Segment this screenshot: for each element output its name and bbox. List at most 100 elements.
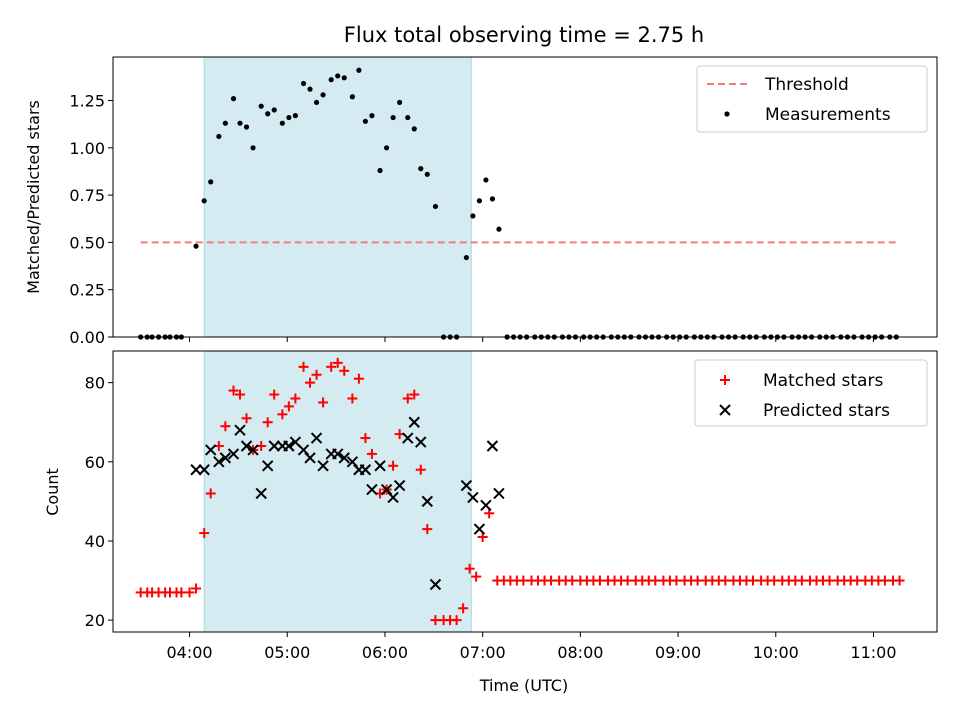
matched-point-39 bbox=[402, 393, 413, 404]
bottom-y-axis-label: Count bbox=[43, 468, 62, 516]
measurement-point-41 bbox=[424, 171, 430, 177]
matched-point-33 bbox=[360, 433, 371, 444]
matched-point-37 bbox=[388, 460, 399, 471]
measurement-point-16 bbox=[250, 145, 256, 151]
bottom-xtick-label-0: 04:00 bbox=[166, 643, 212, 662]
matched-point-25 bbox=[305, 377, 316, 388]
bottom-ytick-label-3: 80 bbox=[85, 374, 105, 393]
measurement-point-26 bbox=[320, 92, 326, 98]
predicted-point-37 bbox=[473, 523, 486, 535]
measurement-point-28 bbox=[335, 73, 341, 79]
matched-point-22 bbox=[283, 401, 294, 412]
matched-point-27 bbox=[318, 397, 329, 408]
matched-point-40 bbox=[409, 389, 420, 400]
top-legend-box bbox=[696, 65, 928, 133]
matched-point-46 bbox=[451, 615, 462, 626]
measurement-point-40 bbox=[418, 166, 424, 172]
bottom-panel: 20 40 60 80 04:00 05:00 06:00 07:00 08:00 09:00 1… bbox=[43, 350, 938, 695]
predicted-point-7 bbox=[240, 440, 253, 452]
bottom-shaded-span bbox=[203, 350, 472, 633]
bottom-ytick-label-0: 20 bbox=[85, 611, 105, 630]
bottom-xtick-label-6: 10:00 bbox=[753, 643, 799, 662]
chart-title: Flux total observing time = 2.75 h bbox=[344, 23, 704, 47]
predicted-point-36 bbox=[467, 491, 479, 504]
top-ytick-label-3: 0.75 bbox=[69, 186, 105, 205]
matched-point-8 bbox=[184, 587, 195, 598]
matched-point-30 bbox=[339, 365, 350, 376]
top-ytick-label-1: 0.25 bbox=[69, 281, 105, 300]
top-ytick-label-0: 0.00 bbox=[69, 328, 105, 347]
top-shaded-span bbox=[203, 56, 472, 338]
measurement-point-10 bbox=[208, 179, 214, 185]
predicted-point-32 bbox=[415, 436, 427, 448]
legend-measurements-label: Measurements bbox=[765, 105, 891, 125]
top-ytick-label-4: 1.00 bbox=[69, 139, 105, 158]
measurement-point-46 bbox=[463, 254, 469, 261]
legend-matched-label: Matched stars bbox=[763, 371, 883, 391]
measurement-point-31 bbox=[356, 67, 362, 73]
predicted-point-30 bbox=[402, 432, 414, 444]
matched-point-29 bbox=[332, 357, 343, 368]
top-y-axis-label: Matched/Predicted stars bbox=[24, 100, 43, 294]
measurement-point-15 bbox=[243, 124, 250, 130]
measurement-point-22 bbox=[292, 113, 298, 119]
bottom-xtick-label-5: 09:00 bbox=[655, 643, 701, 662]
matched-point-41 bbox=[415, 464, 426, 475]
predicted-point-18 bbox=[317, 460, 329, 472]
predicted-point-20 bbox=[332, 448, 344, 460]
measurement-point-32 bbox=[362, 118, 369, 124]
matched-point-9 bbox=[191, 583, 202, 594]
matched-point-48 bbox=[464, 563, 475, 574]
predicted-point-0 bbox=[190, 464, 202, 476]
matched-point-14 bbox=[228, 385, 239, 396]
predicted-point-10 bbox=[261, 460, 274, 472]
measurement-point-27 bbox=[328, 77, 334, 83]
predicted-point-13 bbox=[283, 440, 295, 452]
predicted-point-21 bbox=[338, 452, 350, 464]
legend-matched-swatch bbox=[720, 375, 730, 385]
predicted-point-29 bbox=[393, 479, 406, 492]
predicted-point-31 bbox=[408, 416, 420, 428]
bottom-xtick-label-1: 05:00 bbox=[264, 643, 310, 662]
measurement-point-12 bbox=[222, 120, 228, 126]
measurement-point-20 bbox=[279, 120, 285, 126]
bottom-xtick-label-2: 06:00 bbox=[362, 643, 408, 662]
matched-point-28 bbox=[326, 361, 337, 372]
matched-point-13 bbox=[220, 421, 231, 432]
predicted-point-38 bbox=[480, 499, 492, 512]
matched-point-19 bbox=[262, 417, 273, 428]
measurement-point-37 bbox=[397, 99, 403, 106]
legend-measurements-swatch bbox=[724, 111, 730, 117]
bottom-ytick-label-1: 40 bbox=[85, 532, 105, 551]
measurement-point-30 bbox=[349, 94, 355, 100]
matched-point-47 bbox=[458, 603, 469, 614]
measurement-point-33 bbox=[369, 113, 375, 119]
predicted-point-34 bbox=[429, 578, 442, 591]
bottom-ytick-label-2: 60 bbox=[85, 453, 105, 472]
predicted-point-24 bbox=[359, 464, 372, 476]
legend-matched-marker bbox=[720, 375, 730, 385]
predicted-point-33 bbox=[421, 495, 433, 508]
predicted-point-16 bbox=[304, 452, 316, 464]
predicted-point-8 bbox=[247, 444, 259, 456]
measurement-point-49 bbox=[483, 177, 489, 183]
predicted-point-28 bbox=[387, 491, 399, 504]
top-ytick-label-2: 0.50 bbox=[69, 233, 105, 252]
matched-point-34 bbox=[366, 448, 377, 459]
predicted-point-35 bbox=[460, 479, 473, 492]
top-legend: Threshold Measurements bbox=[696, 65, 928, 133]
predicted-point-17 bbox=[310, 432, 323, 444]
measurement-point-47 bbox=[470, 213, 476, 219]
measurement-point-24 bbox=[307, 86, 313, 92]
measurement-point-36 bbox=[390, 114, 396, 121]
measurement-point-29 bbox=[341, 75, 347, 81]
bottom-xtick-label-3: 07:00 bbox=[460, 643, 506, 662]
predicted-point-4 bbox=[219, 452, 232, 464]
matched-point-15 bbox=[235, 389, 246, 400]
measurement-point-21 bbox=[286, 114, 292, 121]
matched-point-21 bbox=[277, 409, 288, 420]
x-axis-label: Time (UTC) bbox=[479, 676, 568, 695]
legend-predicted-label: Predicted stars bbox=[763, 401, 890, 421]
measurement-point-25 bbox=[313, 99, 320, 106]
